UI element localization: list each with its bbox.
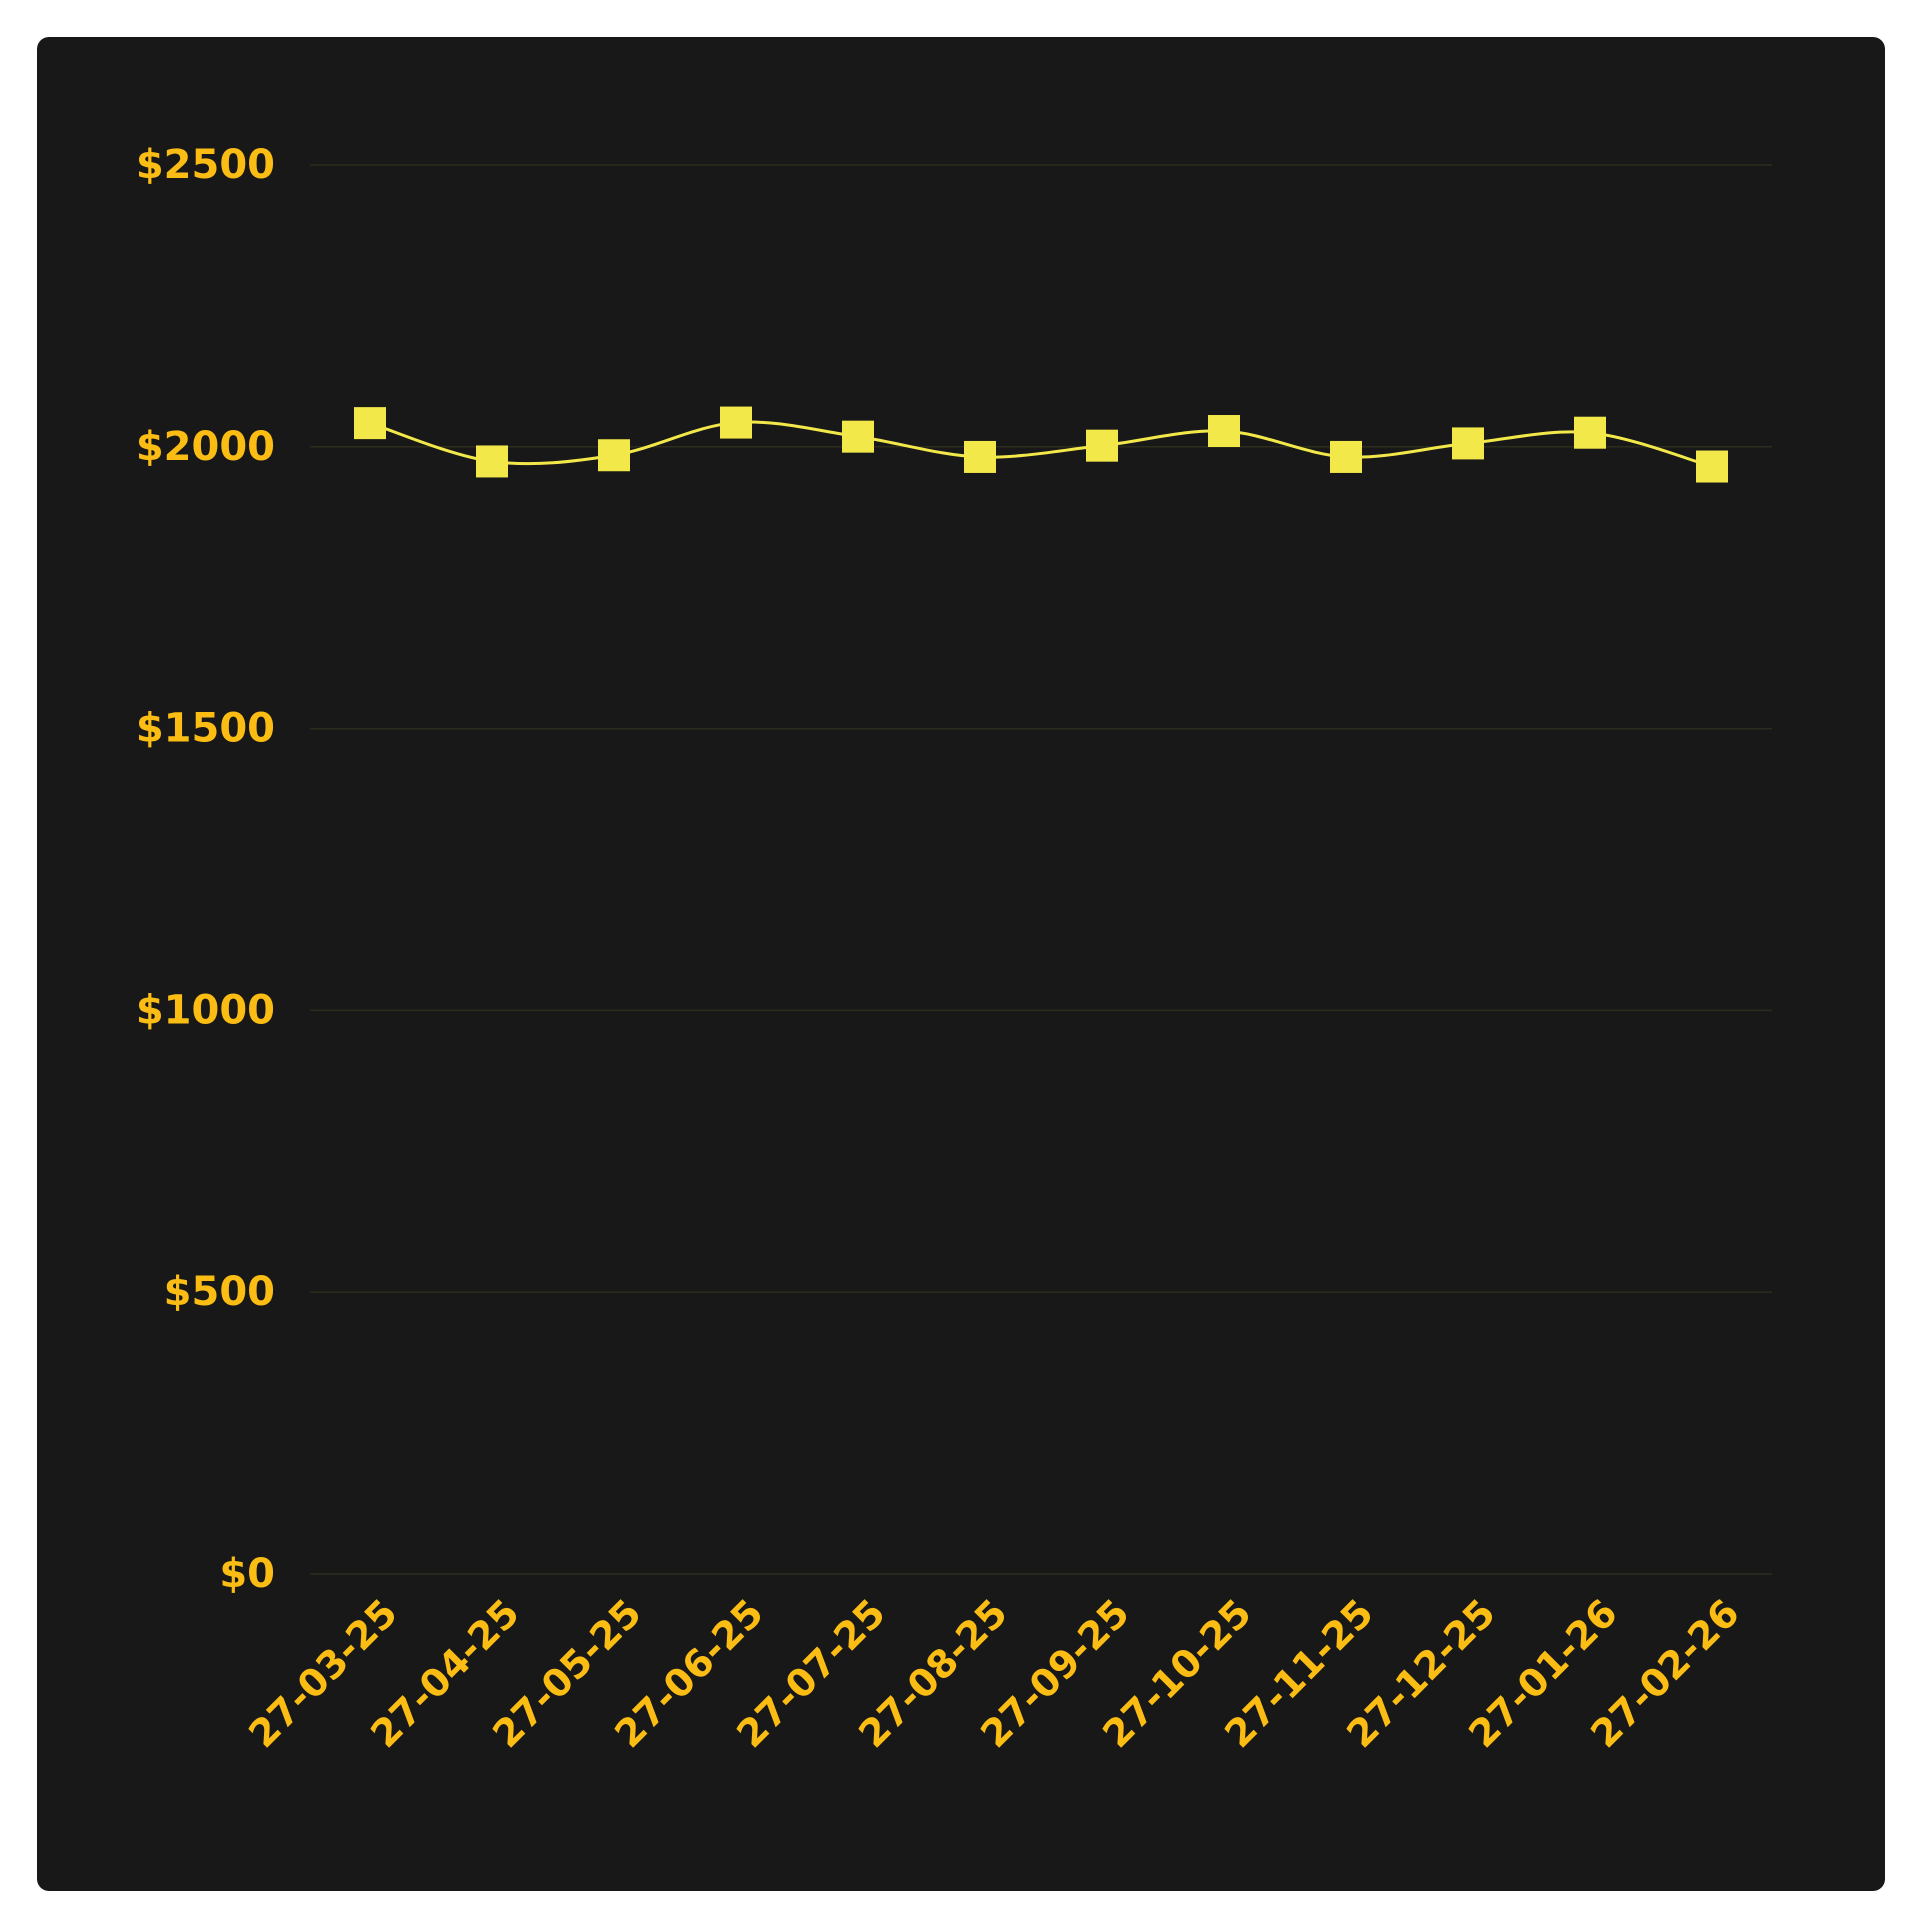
- y-tick-label: $0: [219, 1551, 275, 1597]
- y-axis-tick-labels: $0 $500 $1000 $1500 $2000 $2500: [136, 142, 275, 1597]
- data-point-marker: [1452, 427, 1484, 460]
- data-point-marker: [476, 445, 508, 478]
- y-tick-label: $2500: [136, 142, 275, 188]
- y-tick-label: $500: [164, 1269, 275, 1315]
- data-point-marker: [842, 420, 874, 453]
- data-point-marker: [598, 439, 630, 472]
- data-point-marker: [720, 406, 752, 439]
- series-line: [369, 420, 1713, 468]
- data-point-marker: [1330, 440, 1362, 473]
- data-point-marker: [1086, 429, 1118, 462]
- x-axis-tick-labels: 27-03-2527-04-2527-05-2527-06-2527-07-25…: [240, 1591, 1748, 1757]
- grid-lines: [310, 164, 1772, 1575]
- data-point-marker: [964, 440, 996, 473]
- data-point-marker: [1696, 450, 1728, 483]
- y-tick-label: $1000: [136, 987, 275, 1033]
- data-markers: [354, 406, 1728, 483]
- data-point-marker: [354, 407, 386, 440]
- data-point-marker: [1208, 415, 1240, 448]
- chart-card: [37, 37, 1885, 1891]
- data-point-marker: [1574, 416, 1606, 449]
- y-tick-label: $1500: [136, 706, 275, 752]
- y-tick-label: $2000: [136, 424, 275, 470]
